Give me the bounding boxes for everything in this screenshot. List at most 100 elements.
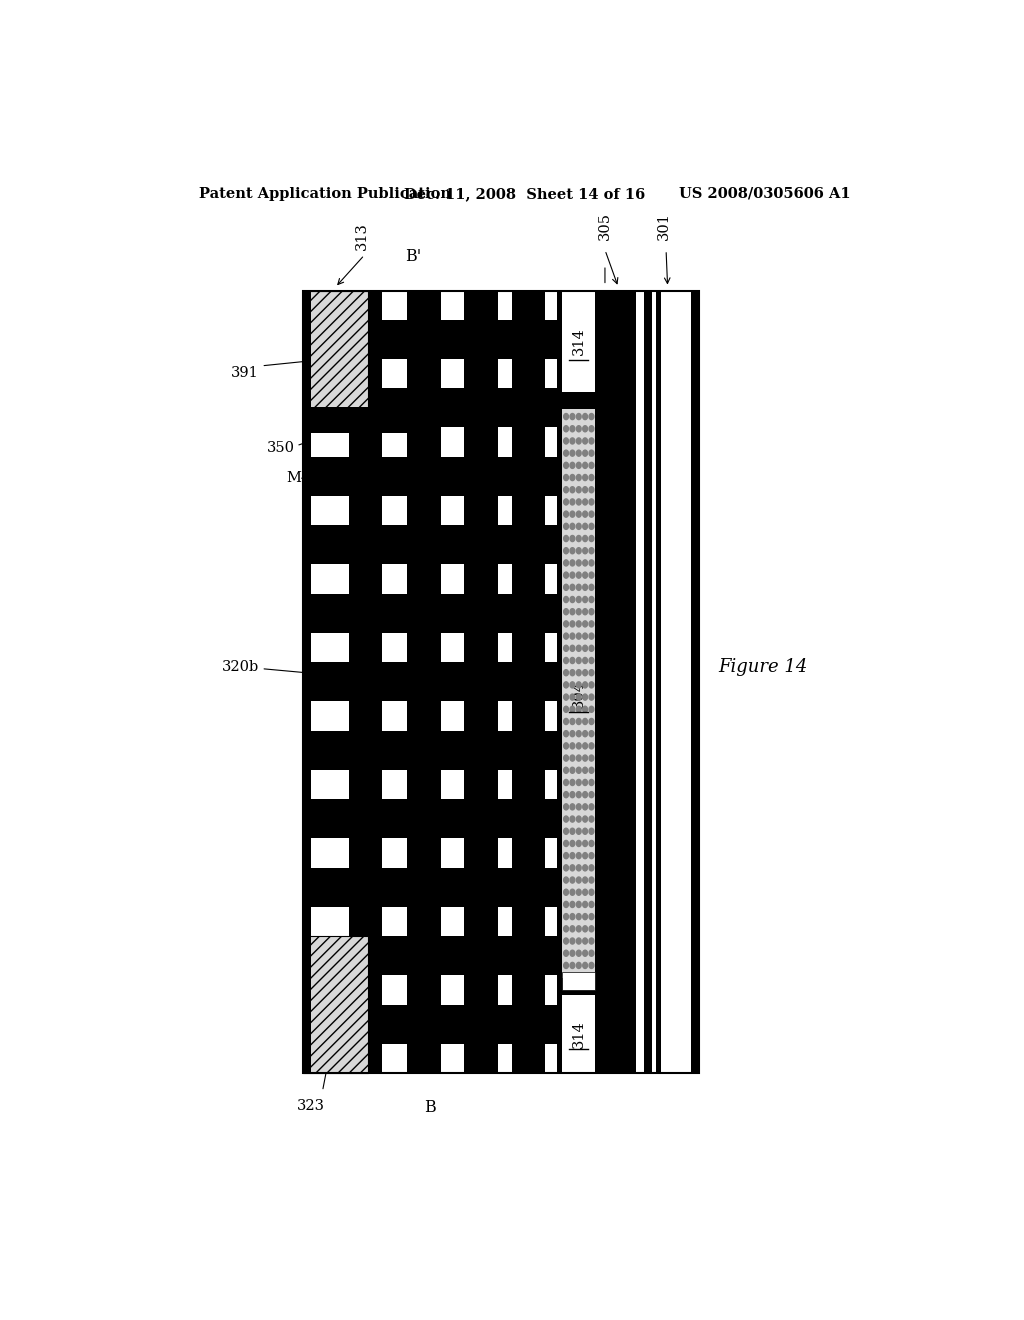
Bar bbox=[546, 632, 557, 663]
Circle shape bbox=[589, 950, 594, 956]
Bar bbox=[546, 907, 557, 936]
Circle shape bbox=[563, 902, 568, 907]
Circle shape bbox=[577, 560, 582, 566]
Text: B': B' bbox=[406, 248, 422, 265]
Circle shape bbox=[563, 572, 568, 578]
Circle shape bbox=[570, 401, 574, 408]
Bar bbox=[636, 290, 644, 1073]
Bar bbox=[498, 770, 512, 799]
Circle shape bbox=[589, 499, 594, 506]
Circle shape bbox=[570, 609, 574, 615]
Circle shape bbox=[589, 474, 594, 480]
Circle shape bbox=[563, 523, 568, 529]
Circle shape bbox=[589, 634, 594, 639]
Circle shape bbox=[589, 694, 594, 700]
Bar bbox=[546, 975, 557, 1005]
Circle shape bbox=[563, 694, 568, 700]
Circle shape bbox=[577, 755, 582, 762]
Circle shape bbox=[577, 913, 582, 920]
Circle shape bbox=[583, 816, 588, 822]
Circle shape bbox=[570, 804, 574, 810]
Circle shape bbox=[577, 767, 582, 774]
Circle shape bbox=[583, 438, 588, 444]
Circle shape bbox=[570, 718, 574, 725]
Circle shape bbox=[583, 426, 588, 432]
Bar bbox=[498, 290, 512, 319]
Circle shape bbox=[577, 939, 582, 944]
Circle shape bbox=[563, 597, 568, 602]
Circle shape bbox=[583, 890, 588, 895]
Circle shape bbox=[577, 962, 582, 969]
Circle shape bbox=[583, 585, 588, 590]
Circle shape bbox=[563, 853, 568, 859]
Circle shape bbox=[570, 487, 574, 492]
Circle shape bbox=[563, 450, 568, 457]
Bar bbox=[348, 290, 382, 1073]
Circle shape bbox=[563, 731, 568, 737]
Bar bbox=[303, 663, 557, 701]
Circle shape bbox=[589, 609, 594, 615]
Circle shape bbox=[563, 962, 568, 969]
Circle shape bbox=[577, 499, 582, 506]
Circle shape bbox=[577, 682, 582, 688]
Circle shape bbox=[589, 706, 594, 713]
Circle shape bbox=[563, 487, 568, 492]
Bar bbox=[546, 290, 557, 319]
Circle shape bbox=[563, 548, 568, 554]
Bar bbox=[303, 290, 699, 1073]
Circle shape bbox=[563, 779, 568, 785]
Bar bbox=[303, 457, 557, 496]
Circle shape bbox=[589, 620, 594, 627]
Bar bbox=[498, 701, 512, 731]
Circle shape bbox=[577, 792, 582, 797]
Circle shape bbox=[577, 925, 582, 932]
Circle shape bbox=[589, 511, 594, 517]
Circle shape bbox=[583, 645, 588, 651]
Circle shape bbox=[563, 925, 568, 932]
Text: M4: M4 bbox=[287, 471, 310, 486]
Bar bbox=[303, 388, 557, 428]
Bar bbox=[498, 428, 512, 457]
Bar bbox=[303, 319, 557, 359]
Bar bbox=[546, 428, 557, 457]
Circle shape bbox=[570, 755, 574, 762]
Circle shape bbox=[563, 939, 568, 944]
Bar bbox=[303, 565, 348, 594]
Circle shape bbox=[589, 438, 594, 444]
Circle shape bbox=[583, 804, 588, 810]
Circle shape bbox=[577, 841, 582, 846]
Circle shape bbox=[589, 657, 594, 664]
Circle shape bbox=[577, 657, 582, 664]
Circle shape bbox=[563, 950, 568, 956]
Circle shape bbox=[563, 816, 568, 822]
Circle shape bbox=[589, 426, 594, 432]
Text: M2: M2 bbox=[393, 459, 418, 473]
Circle shape bbox=[589, 401, 594, 408]
Bar bbox=[498, 1044, 512, 1073]
Circle shape bbox=[583, 902, 588, 907]
Bar bbox=[382, 290, 408, 319]
Circle shape bbox=[570, 523, 574, 529]
Circle shape bbox=[563, 426, 568, 432]
Circle shape bbox=[577, 743, 582, 748]
Bar bbox=[303, 407, 414, 433]
Circle shape bbox=[563, 755, 568, 762]
Circle shape bbox=[583, 718, 588, 725]
Bar bbox=[652, 290, 655, 1073]
Bar bbox=[562, 290, 595, 392]
Circle shape bbox=[589, 682, 594, 688]
Circle shape bbox=[583, 962, 588, 969]
Circle shape bbox=[589, 731, 594, 737]
Circle shape bbox=[577, 609, 582, 615]
Bar bbox=[601, 290, 636, 1073]
Circle shape bbox=[583, 779, 588, 785]
Circle shape bbox=[589, 767, 594, 774]
Circle shape bbox=[570, 634, 574, 639]
Bar bbox=[408, 290, 440, 1073]
Bar bbox=[303, 290, 310, 1073]
Text: M3: M3 bbox=[348, 459, 373, 473]
Bar bbox=[382, 770, 408, 799]
Circle shape bbox=[577, 890, 582, 895]
Bar bbox=[382, 975, 408, 1005]
Circle shape bbox=[563, 841, 568, 846]
